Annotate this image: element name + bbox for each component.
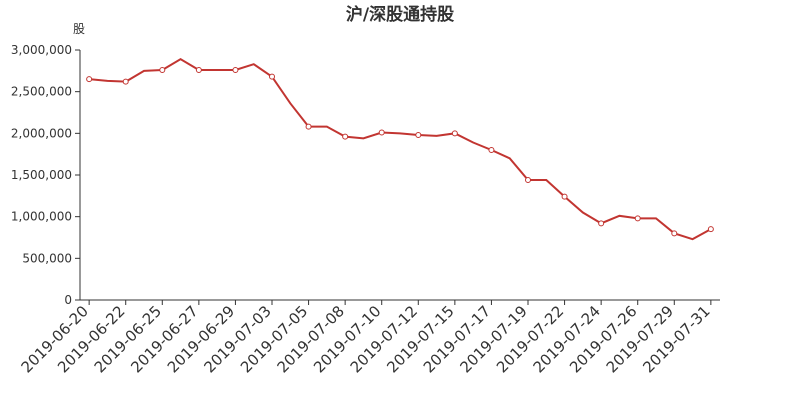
point (342, 133, 349, 140)
y-tick-label: 1,000,000 (11, 210, 72, 224)
y-axis-label: 股 (73, 22, 85, 36)
chart-title: 沪/深股通持股 (346, 4, 454, 25)
point (561, 193, 568, 200)
point (269, 73, 275, 80)
point (305, 123, 312, 130)
point (488, 147, 495, 153)
point (122, 78, 129, 85)
point (707, 226, 714, 233)
point (195, 67, 202, 73)
point (671, 230, 678, 237)
y-tick-label: 2,500,000 (11, 85, 72, 99)
point (634, 215, 641, 222)
point (415, 132, 422, 138)
point (86, 76, 93, 83)
point (159, 67, 166, 73)
point (451, 130, 458, 137)
y-tick-label: 500,000 (22, 251, 72, 265)
y-tick-label: 0 (64, 293, 72, 307)
point (525, 177, 531, 183)
point (232, 67, 239, 73)
point (598, 220, 605, 227)
series-line (89, 58, 712, 241)
y-tick-label: 3,000,000 (11, 43, 72, 57)
y-tick-label: 1,500,000 (11, 168, 72, 182)
y-tick-label: 2,000,000 (11, 126, 72, 140)
point (378, 129, 385, 136)
